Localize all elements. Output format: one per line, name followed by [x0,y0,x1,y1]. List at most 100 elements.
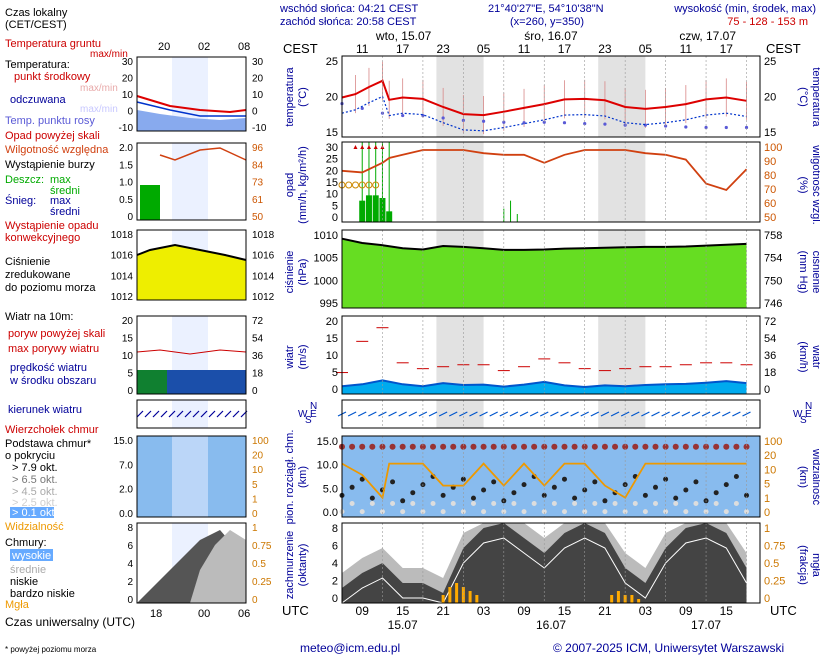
cloud-top-dot [561,443,568,450]
label-precip-unit: (mm/h, kg/m²/h) [297,146,309,224]
cloud-top-dot [379,443,386,450]
wind-arrow [529,411,539,417]
legend-tick-right-temp: 30 [252,57,264,68]
cloud-top-dot [622,443,629,450]
legend-pressure-3: do poziomu morza [5,282,96,294]
cloud-base-light-dot [683,509,689,515]
panel-frame-cb [341,435,761,518]
cloud-base-light-dot [450,501,456,506]
cloud-base-dot [653,484,658,490]
vis-right-tick: 1 [764,493,770,505]
legend-tick-right-pres: 1018 [252,230,275,241]
visibility-line [341,462,747,500]
pressure-line [341,237,747,251]
cloud-base-light-dot [491,501,497,506]
date-label-bottom: 16.07 [536,618,566,632]
fog-right-tick: 0.75 [764,541,785,553]
legend-snow-max: max [50,195,71,207]
legend-wind-arrow [192,410,200,418]
vis-right-tick: 0 [764,507,770,519]
label-pressure-right: ciśnienie [810,251,820,294]
legend-wind-dir: kierunek wiatru [8,404,82,416]
cloud-top-dot [460,443,467,450]
label-wind: wiatr [284,345,296,370]
cloud-base-light-dot [460,509,466,515]
fog-right-tick: 1 [764,523,770,535]
legend-tick-right-cb: 10 [252,465,264,476]
wind-left-tick: 20 [326,316,338,328]
wind-left-tick: 15 [326,333,338,345]
legend-tick-left-temp: -10 [119,123,134,134]
cb-left-tick: 10.0 [317,460,338,472]
legend-wind-arrow [136,410,144,418]
legend-hour-bottom-2: 00 [198,608,210,620]
label-pressure-mmhg: (mm Hg) [797,251,809,294]
altitude-title: wysokość (min, środek, max) [673,3,816,15]
footer-email[interactable]: meteo@icm.edu.pl [300,641,400,655]
wind-arrow [631,411,640,417]
cloud-base-light-dot [733,501,739,506]
legend-wind-arrow [184,410,192,418]
cloud-base-dot [349,484,355,490]
legend-tick-right-pres: 1014 [252,271,275,282]
cloud-base-light-dot [572,501,578,506]
cloud-top-dot [349,443,356,450]
legend-wind-speed-2: w środku obszaru [9,375,96,387]
fog-bar [448,587,452,603]
legend-cloud-top: Wierzchołek chmur [5,424,99,436]
pres-right-tick: 754 [764,253,782,265]
temp-left-tick: 15 [326,127,338,139]
legend-tick-left-pres: 1016 [111,251,134,262]
cloud-base-light-dot [642,509,648,515]
legend-tick-left-temp: 30 [122,57,134,68]
fog-bar [468,591,472,603]
precip-over-scale-marker [366,145,371,149]
pres-right-tick: 746 [764,298,782,310]
time-axis-top: CEST CEST wto, 15.07 śro, 16.07 czw, 17.07… [283,29,801,56]
legend-tick-left-temp: 0 [127,107,133,118]
legend-hum-line [159,147,247,161]
panel-labels-right: (°C) temperatura (%) wilgotność wzgl. (m… [797,67,820,585]
precip-avg-bar [365,195,372,222]
wind-arrow [550,411,559,417]
legend-tick-left-precip: 1.5 [119,160,133,171]
wind-arrow [651,411,660,417]
date-label-bottom: 17.07 [691,618,721,632]
cloud-top-dot [672,443,679,450]
cloud-base-light-dot [369,501,375,506]
cloud-base-light-dot [723,509,729,515]
cloud-base-light-dot [379,509,385,515]
hum-right-tick: 80 [764,170,776,182]
cloud-base-light-dot [632,501,638,506]
legend-tick-right-precip: 61 [252,195,264,206]
wind-left-tick: 10 [326,350,338,362]
hum-right-tick: 90 [764,156,776,168]
pres-left-tick: 995 [320,298,338,310]
hour-label-top: 23 [436,42,450,56]
label-cloud-extent: pion. rozciągł. chm. [284,430,296,525]
wind-left-tick: 5 [332,367,338,379]
compass-n-left: N [310,401,317,412]
legend-tick-left-wind: 20 [122,316,134,327]
hum-right-tick: 60 [764,198,776,210]
day-label-top: wto, 15.07 [375,29,432,43]
precip-avg-bar [372,195,379,222]
night-shade-precip-1 [598,142,646,222]
label-temperature-unit: (°C) [297,87,309,107]
legend-tick-left-cl: 0 [127,595,133,606]
label-pressure-unit: (hPa) [297,259,309,286]
legend-mid-point: punkt środkowy [14,71,91,83]
hour-label-bottom: 03 [477,604,491,618]
panel-bg-temp [342,56,760,137]
legend-wind-green [137,370,167,394]
label-cloudiness: zachmurzenie [284,531,296,599]
legend-tick-right-temp: 20 [252,74,264,85]
compass-n-right: N [805,401,812,412]
legend-panel-frame-dir [136,399,247,429]
wind-arrow [590,411,600,417]
legend-tick-right-cb: 1 [252,494,258,505]
dew-point-dot [704,125,708,130]
legend-convective-2: konwekcyjnego [5,232,80,244]
legend-pressure-2: zredukowane [5,269,70,281]
